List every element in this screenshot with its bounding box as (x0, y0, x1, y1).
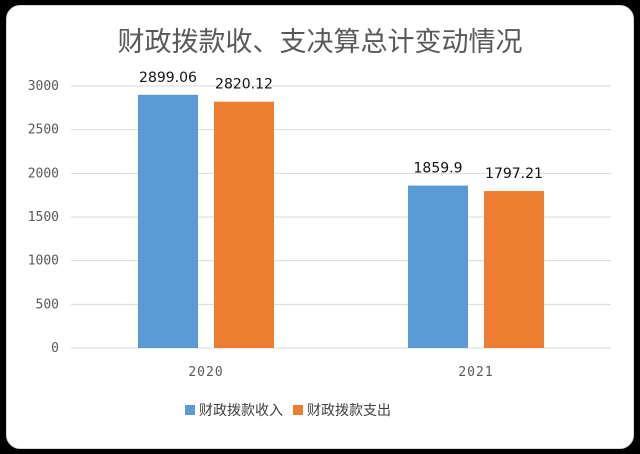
legend-label: 财政拨款收入 (199, 403, 283, 419)
y-axis-ticks: 0 500 1000 1500 2000 2500 3000 (28, 79, 59, 356)
x-tick-label: 2021 (458, 365, 493, 380)
y-tick-label: 1500 (28, 210, 59, 225)
chart-title: 财政拨款收、支决算总计变动情况 (118, 27, 523, 58)
data-label: 2899.06 (139, 70, 197, 86)
y-tick-label: 500 (36, 297, 59, 312)
bar (484, 191, 544, 348)
bar (214, 101, 274, 348)
legend-label: 财政拨款支出 (307, 403, 391, 419)
data-labels: 2899.06 2820.12 1859.9 1797.21 (139, 70, 543, 182)
legend-swatch (293, 405, 303, 415)
y-tick-label: 3000 (28, 79, 59, 94)
bar (138, 94, 198, 348)
legend: 财政拨款收入 财政拨款支出 (185, 403, 391, 419)
y-tick-label: 2000 (28, 166, 59, 181)
y-tick-label: 1000 (28, 254, 59, 269)
x-axis-ticks: 2020 2021 (188, 365, 493, 380)
data-label: 2820.12 (215, 77, 273, 93)
data-label: 1797.21 (485, 166, 543, 182)
bar (408, 185, 468, 348)
x-tick-label: 2020 (188, 365, 223, 380)
y-tick-label: 2500 (28, 123, 59, 138)
y-tick-label: 0 (51, 341, 59, 356)
chart-canvas: 财政拨款收、支决算总计变动情况 0 500 1000 1500 2000 2500 3000… (28, 27, 611, 419)
legend-swatch (185, 405, 195, 415)
bars (138, 94, 544, 348)
data-label: 1859.9 (414, 161, 463, 177)
chart-frame: 财政拨款收、支决算总计变动情况 0 500 1000 1500 2000 2500 3000… (6, 5, 634, 449)
